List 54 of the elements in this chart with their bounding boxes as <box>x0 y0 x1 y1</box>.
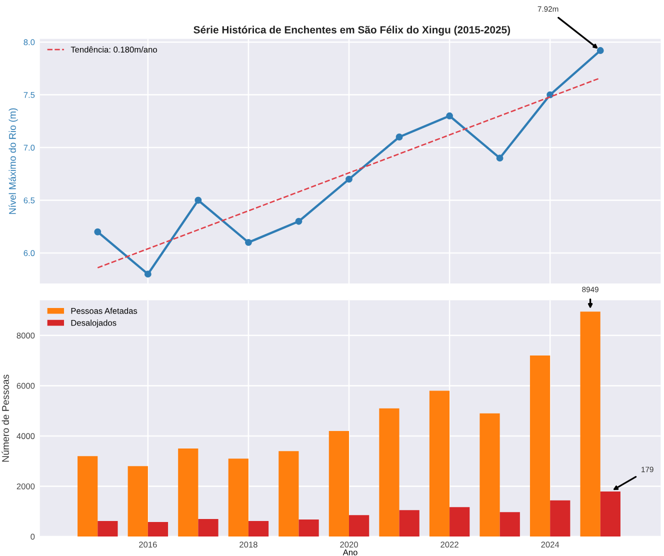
bar <box>500 512 520 537</box>
y-tick-label: 7.5 <box>24 92 35 98</box>
point <box>295 218 302 225</box>
point <box>496 154 504 162</box>
bar <box>580 312 600 537</box>
y-tick-label: 8000 <box>16 332 35 339</box>
bar <box>550 500 570 537</box>
point <box>396 134 403 140</box>
y-tick-label: 0 <box>30 534 35 540</box>
point <box>346 176 352 183</box>
y-tick-label: 6000 <box>16 382 35 389</box>
bar <box>429 390 450 537</box>
bar <box>248 520 269 537</box>
bar <box>328 430 350 537</box>
bar <box>450 507 470 537</box>
bar <box>298 519 319 537</box>
bar <box>148 522 168 537</box>
point <box>446 112 454 120</box>
bar <box>78 456 98 537</box>
bar <box>530 356 550 537</box>
point <box>596 47 604 54</box>
point <box>144 270 152 278</box>
bar <box>399 510 420 537</box>
bar <box>480 413 500 537</box>
y-tick-label: 6.0 <box>24 250 35 256</box>
bar <box>600 492 620 537</box>
y-axis-title: Número de Pessoas <box>2 374 9 462</box>
bar <box>278 451 299 537</box>
y-axis-title: Nível Máximo do Rio (m) <box>8 108 18 214</box>
legend-label: Tendência: 0.180m/ano <box>70 46 157 53</box>
y-tick-label: 2000 <box>16 483 35 490</box>
x-tick-label: 2024 <box>541 542 560 548</box>
x-axis-title: Ano <box>342 549 358 556</box>
x-tick-label: 2022 <box>440 542 458 548</box>
chart-title: Série Histórica de Enchentes em São Félix do Xingu (2015-2025) <box>194 26 510 36</box>
y-tick-label: 4000 <box>16 433 35 440</box>
x-tick-label: 2016 <box>139 542 157 548</box>
point <box>244 238 252 246</box>
bar <box>198 518 218 537</box>
bar <box>379 408 400 537</box>
x-tick-label: 2020 <box>340 542 358 548</box>
x-tick-label: 2018 <box>240 542 258 548</box>
y-tick-label: 6.5 <box>24 197 35 204</box>
point <box>94 228 102 236</box>
bar <box>178 448 198 537</box>
y-tick-label: 8.0 <box>24 39 35 46</box>
bar <box>128 466 148 537</box>
legend-label: Desalojados <box>71 320 116 328</box>
bar <box>228 458 248 537</box>
point <box>194 196 202 204</box>
bar <box>349 515 370 537</box>
y-tick-label: 7.0 <box>24 144 35 151</box>
legend-label: Pessoas Afetadas <box>71 308 138 314</box>
bar <box>98 520 118 537</box>
